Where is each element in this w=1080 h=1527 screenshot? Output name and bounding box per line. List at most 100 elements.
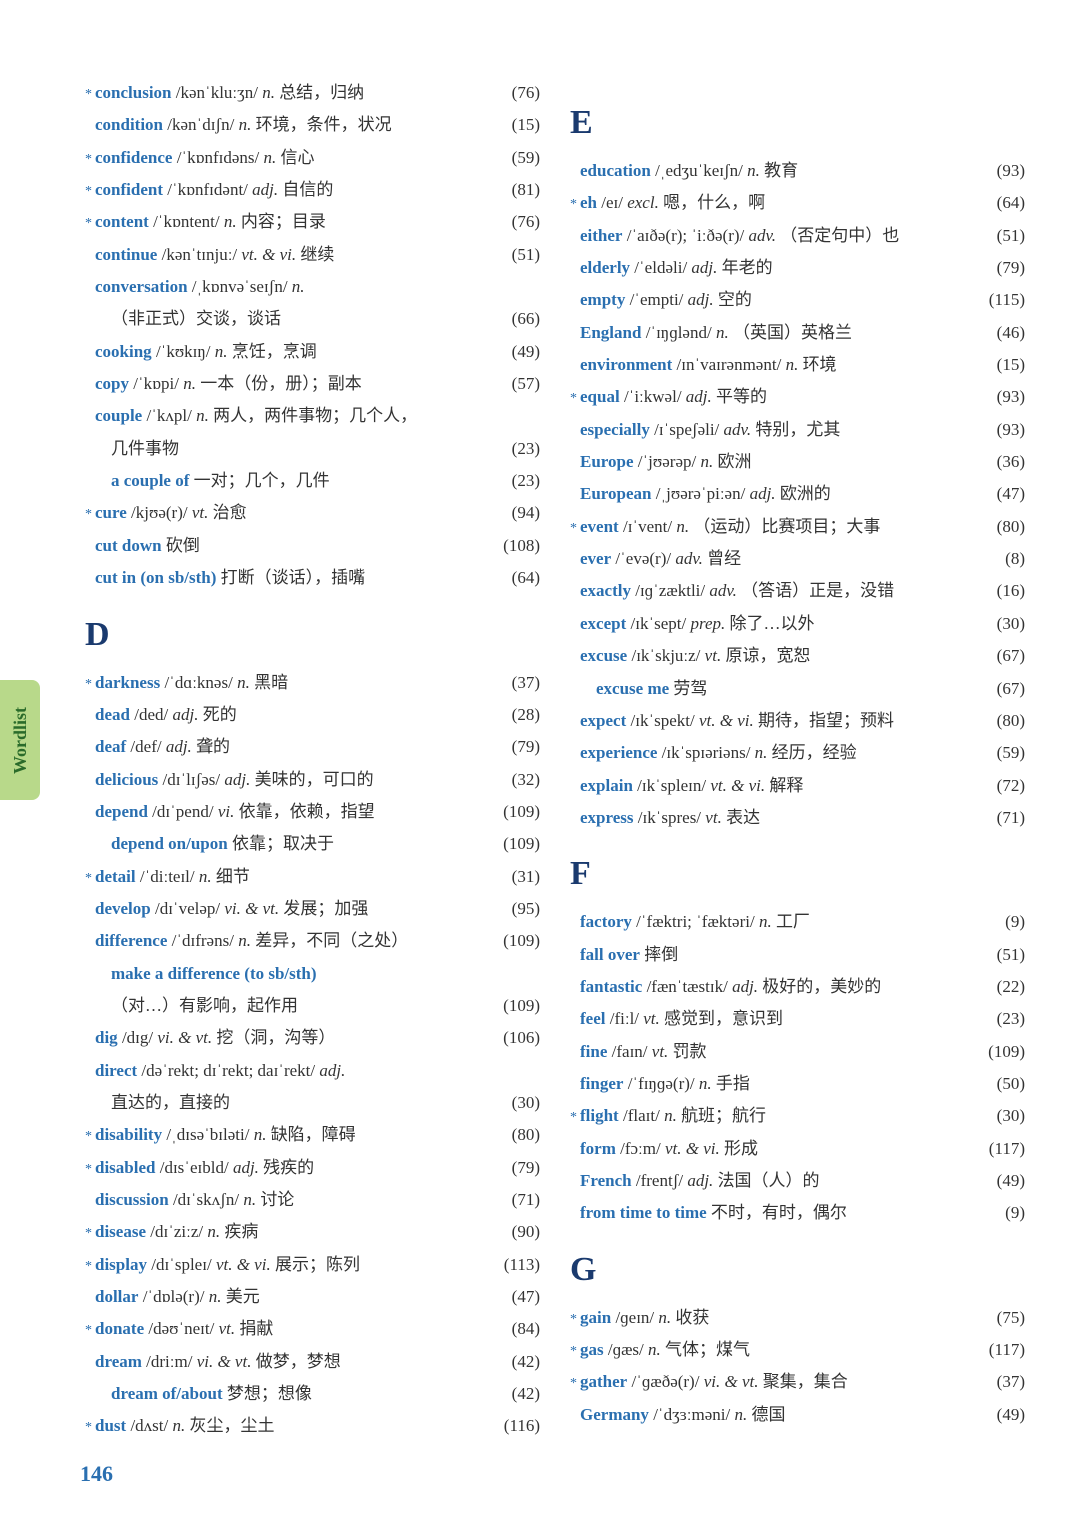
wordlist-entry: *confidence /ˈkɒnfɪdəns/ n. 信心(59)	[85, 145, 540, 171]
entry-text: either /ˈaɪðə(r); ˈiːðə(r)/ adv. （否定句中）也	[580, 223, 989, 249]
page-reference: (79)	[512, 1155, 540, 1181]
entry-text: dead /ded/ adj. 死的	[95, 702, 504, 728]
wordlist-entry: *donate /dəʊˈneɪt/ vt. 捐献(84)	[85, 1316, 540, 1342]
star-marker: *	[85, 84, 95, 106]
left-column: *conclusion /kənˈkluːʒn/ n. 总结，归纳(76)con…	[85, 80, 540, 1446]
entry-text: couple /ˈkʌpl/ n. 两人，两件事物；几个人，	[95, 403, 540, 429]
page-reference: (93)	[997, 417, 1025, 443]
entry-text: experience /ɪkˈspɪəriəns/ n. 经历，经验	[580, 740, 989, 766]
entry-text: education /ˌedʒuˈkeɪʃn/ n. 教育	[580, 158, 989, 184]
entry-text: discussion /dɪˈskʌʃn/ n. 讨论	[95, 1187, 504, 1213]
wordlist-entry: ever /ˈevə(r)/ adv. 曾经(8)	[570, 546, 1025, 572]
entry-text: excuse /ɪkˈskjuːz/ vt. 原谅，宽恕	[580, 643, 989, 669]
star-marker: *	[85, 1417, 95, 1439]
page-reference: (32)	[512, 767, 540, 793]
wordlist-entry: education /ˌedʒuˈkeɪʃn/ n. 教育 (93)	[570, 158, 1025, 184]
page-number: 146	[80, 1461, 113, 1487]
page-reference: (23)	[512, 468, 540, 494]
page-reference: (23)	[997, 1006, 1025, 1032]
entry-text: especially /ɪˈspeʃəli/ adv. 特别，尤其	[580, 417, 989, 443]
page-reference: (49)	[997, 1402, 1025, 1428]
entry-text: form /fɔːm/ vt. & vi. 形成	[580, 1136, 981, 1162]
entry-text: fall over 摔倒	[580, 942, 989, 968]
page-reference: (80)	[997, 708, 1025, 734]
entry-text: flight /flaɪt/ n. 航班；航行	[580, 1103, 989, 1129]
entry-text: 几件事物	[111, 436, 504, 462]
wordlist-entry: （非正式）交谈，谈话(66)	[85, 306, 540, 332]
entry-text: fantastic /fænˈtæstɪk/ adj. 极好的，美妙的	[580, 974, 989, 1000]
wordlist-entry: expect /ɪkˈspekt/ vt. & vi. 期待，指望；预料(80)	[570, 708, 1025, 734]
wordlist-entry: 几件事物(23)	[85, 436, 540, 462]
wordlist-entry: 直达的，直接的(30)	[85, 1090, 540, 1116]
page-reference: (93)	[997, 158, 1025, 184]
page-reference: (15)	[997, 352, 1025, 378]
entry-text: condition /kənˈdɪʃn/ n. 环境，条件，状况	[95, 112, 504, 138]
entry-text: event /ɪˈvent/ n. （运动）比赛项目；大事	[580, 514, 989, 540]
page-reference: (50)	[997, 1071, 1025, 1097]
wordlist-entry: cut down 砍倒 (108)	[85, 533, 540, 559]
entry-text: cooking /ˈkʊkɪŋ/ n. 烹饪，烹调	[95, 339, 504, 365]
wordlist-entry: *event /ɪˈvent/ n. （运动）比赛项目；大事(80)	[570, 514, 1025, 540]
wordlist-entry: *content /ˈkɒntent/ n. 内容；目录(76)	[85, 209, 540, 235]
page-reference: (108)	[503, 533, 540, 559]
page-reference: (72)	[997, 773, 1025, 799]
star-marker: *	[85, 1126, 95, 1148]
wordlist-entry: Germany /ˈdʒɜːməni/ n. 德国(49)	[570, 1402, 1025, 1428]
wordlist-entry: copy /ˈkɒpi/ n. 一本（份，册）；副本(57)	[85, 371, 540, 397]
entry-text: cut down 砍倒	[95, 533, 495, 559]
wordlist-entry: *gain /ɡeɪn/ n. 收获(75)	[570, 1305, 1025, 1331]
wordlist-entry: continue /kənˈtɪnjuː/ vt. & vi. 继续(51)	[85, 242, 540, 268]
page-reference: (64)	[997, 190, 1025, 216]
entry-text: explain /ɪkˈspleɪn/ vt. & vi. 解释	[580, 773, 989, 799]
page-reference: (81)	[512, 177, 540, 203]
wordlist-entry: dream of/about 梦想；想像(42)	[85, 1381, 540, 1407]
entry-text: feel /fiːl/ vt. 感觉到，意识到	[580, 1006, 989, 1032]
page-reference: (30)	[997, 1103, 1025, 1129]
entry-text: except /ɪkˈsept/ prep. 除了…以外	[580, 611, 989, 637]
wordlist-entry: finger /ˈfɪŋɡə(r)/ n. 手指 (50)	[570, 1071, 1025, 1097]
entry-text: copy /ˈkɒpi/ n. 一本（份，册）；副本	[95, 371, 504, 397]
page-reference: (8)	[1005, 546, 1025, 572]
wordlist-entry: *equal /ˈiːkwəl/ adj. 平等的(93)	[570, 384, 1025, 410]
wordlist-entry: *disabled /dɪsˈeɪbld/ adj. 残疾的(79)	[85, 1155, 540, 1181]
wordlist-entry: dead /ded/ adj. 死的(28)	[85, 702, 540, 728]
entry-text: England /ˈɪŋɡlənd/ n. （英国）英格兰	[580, 320, 989, 346]
star-marker: *	[570, 388, 580, 410]
page-reference: (49)	[997, 1168, 1025, 1194]
page-reference: (30)	[512, 1090, 540, 1116]
page-reference: (67)	[997, 676, 1025, 702]
wordlist-entry: except /ɪkˈsept/ prep. 除了…以外(30)	[570, 611, 1025, 637]
entry-text: a couple of 一对；几个，几件	[111, 468, 504, 494]
page-reference: (80)	[512, 1122, 540, 1148]
entry-text: darkness /ˈdɑːknəs/ n. 黑暗	[95, 670, 504, 696]
wordlist-entry: cut in (on sb/sth) 打断（谈话），插嘴(64)	[85, 565, 540, 591]
entry-text: dollar /ˈdɒlə(r)/ n. 美元	[95, 1284, 504, 1310]
content-columns: *conclusion /kənˈkluːʒn/ n. 总结，归纳(76)con…	[85, 80, 1025, 1446]
page-reference: (16)	[997, 578, 1025, 604]
page-reference: (76)	[512, 80, 540, 106]
page-reference: (51)	[997, 942, 1025, 968]
star-marker: *	[85, 674, 95, 696]
page-reference: (37)	[997, 1369, 1025, 1395]
entry-text: dream /driːm/ vi. & vt. 做梦，梦想	[95, 1349, 504, 1375]
entry-text: finger /ˈfɪŋɡə(r)/ n. 手指	[580, 1071, 989, 1097]
wordlist-entry: excuse /ɪkˈskjuːz/ vt. 原谅，宽恕 (67)	[570, 643, 1025, 669]
wordlist-entry: make a difference (to sb/sth)	[85, 961, 540, 987]
page-reference: (15)	[512, 112, 540, 138]
page-reference: (93)	[997, 384, 1025, 410]
entry-text: gather /ˈɡæðə(r)/ vi. & vt. 聚集，集合	[580, 1369, 989, 1395]
entry-text: donate /dəʊˈneɪt/ vt. 捐献	[95, 1316, 504, 1342]
page-reference: (51)	[997, 223, 1025, 249]
wordlist-entry: *flight /flaɪt/ n. 航班；航行(30)	[570, 1103, 1025, 1129]
page-reference: (67)	[997, 643, 1025, 669]
star-marker: *	[85, 1223, 95, 1245]
entry-text: conclusion /kənˈkluːʒn/ n. 总结，归纳	[95, 80, 504, 106]
star-marker: *	[85, 213, 95, 235]
wordlist-entry: *detail /ˈdiːteɪl/ n. 细节(31)	[85, 864, 540, 890]
wordlist-entry: *disease /dɪˈziːz/ n. 疾病(90)	[85, 1219, 540, 1245]
page-reference: (116)	[504, 1413, 540, 1439]
wordlist-entry: dream /driːm/ vi. & vt. 做梦，梦想(42)	[85, 1349, 540, 1375]
entry-text: fine /faɪn/ vt. 罚款	[580, 1039, 980, 1065]
entry-text: gas /ɡæs/ n. 气体；煤气	[580, 1337, 981, 1363]
page-reference: (64)	[512, 565, 540, 591]
